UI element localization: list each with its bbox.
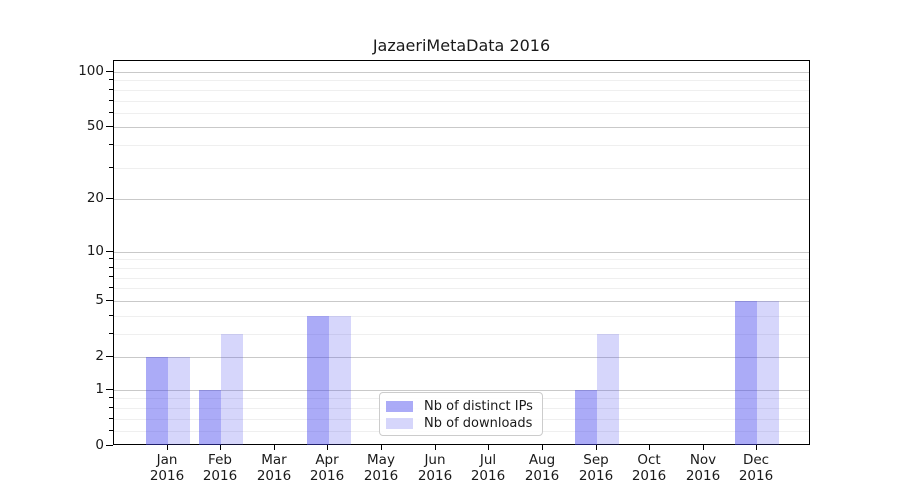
x-tick-label: Aug 2016 [524, 452, 560, 484]
y-tick-mark [106, 445, 113, 446]
x-tick-mark [381, 445, 382, 450]
y-minor-tick-mark [109, 333, 113, 334]
x-tick-label: Jan 2016 [149, 452, 185, 484]
x-tick-mark [220, 445, 221, 450]
x-tick-mark [435, 445, 436, 450]
y-tick-mark [106, 126, 113, 127]
grid-line-major [114, 72, 809, 73]
grid-line-minor [114, 167, 809, 169]
legend-label-downloads: Nb of downloads [424, 415, 533, 431]
x-tick-label: Jun 2016 [417, 452, 453, 484]
legend: Nb of distinct IPs Nb of downloads [379, 392, 543, 436]
y-tick-mark [106, 356, 113, 357]
y-minor-tick-mark [109, 258, 113, 259]
y-tick-label: 100 [78, 63, 104, 79]
y-tick-mark [106, 198, 113, 199]
grid-line-major [114, 199, 809, 201]
x-tick-mark [596, 445, 597, 450]
grid-line-minor [114, 100, 809, 102]
bar-downloads [757, 300, 780, 445]
x-tick-mark [327, 445, 328, 450]
grid-line-major [114, 251, 809, 253]
x-tick-label: Dec 2016 [738, 452, 774, 484]
legend-swatch-distinct-ips [386, 400, 413, 412]
grid-line-major [114, 357, 809, 358]
bar-distinct-ips [735, 300, 758, 445]
grid-line-major [114, 389, 809, 391]
bar-downloads [167, 357, 190, 445]
y-minor-tick-mark [109, 418, 113, 419]
x-tick-mark [649, 445, 650, 450]
bar-downloads [596, 333, 619, 445]
bar-distinct-ips [199, 389, 222, 445]
y-tick-label: 20 [86, 190, 104, 206]
legend-label-distinct-ips: Nb of distinct IPs [424, 398, 533, 414]
x-tick-label: Mar 2016 [256, 452, 292, 484]
y-minor-tick-mark [109, 430, 113, 431]
y-tick-label: 5 [95, 292, 104, 308]
y-tick-mark [106, 300, 113, 301]
y-minor-tick-mark [109, 267, 113, 268]
grid-line-minor [114, 80, 809, 82]
y-tick-label: 2 [95, 348, 104, 364]
x-tick-mark [488, 445, 489, 450]
y-tick-label: 50 [86, 118, 104, 134]
plot-area [113, 60, 810, 445]
y-tick-mark [106, 389, 113, 390]
legend-row-distinct-ips: Nb of distinct IPs [386, 398, 542, 414]
chart-title: JazaeriMetaData 2016 [372, 36, 551, 55]
x-tick-mark [542, 445, 543, 450]
grid-line-minor [114, 288, 809, 290]
y-minor-tick-mark [109, 112, 113, 113]
grid-line-minor [114, 267, 809, 269]
y-tick-label: 1 [95, 381, 104, 397]
y-minor-tick-mark [109, 276, 113, 277]
grid-line-minor [114, 277, 809, 279]
x-tick-label: Nov 2016 [685, 452, 721, 484]
x-tick-label: Apr 2016 [309, 452, 345, 484]
grid-line-major [114, 127, 809, 129]
y-minor-tick-mark [109, 144, 113, 145]
grid-line-minor [114, 333, 809, 335]
bar-distinct-ips [306, 315, 329, 445]
y-tick-mark [106, 71, 113, 72]
y-minor-tick-mark [109, 315, 113, 316]
bar-downloads [221, 333, 244, 445]
x-tick-label: Jul 2016 [470, 452, 506, 484]
x-tick-label: Oct 2016 [631, 452, 667, 484]
y-tick-label: 10 [86, 243, 104, 259]
x-tick-label: Feb 2016 [202, 452, 238, 484]
y-tick-mark [106, 251, 113, 252]
y-minor-tick-mark [109, 407, 113, 408]
grid-line-minor [114, 112, 809, 114]
y-minor-tick-mark [109, 287, 113, 288]
y-minor-tick-mark [109, 397, 113, 398]
y-minor-tick-mark [109, 89, 113, 90]
legend-swatch-downloads [386, 417, 413, 429]
bar-downloads [328, 315, 351, 445]
x-tick-label: May 2016 [363, 452, 399, 484]
grid-line-minor [114, 315, 809, 317]
x-tick-mark [703, 445, 704, 450]
x-tick-mark [756, 445, 757, 450]
bar-distinct-ips [574, 389, 597, 445]
grid-line-minor [114, 89, 809, 91]
x-tick-mark [274, 445, 275, 450]
y-tick-label: 0 [95, 437, 104, 453]
legend-row-downloads: Nb of downloads [386, 415, 542, 431]
y-minor-tick-mark [109, 100, 113, 101]
grid-line-minor [114, 145, 809, 147]
y-minor-tick-mark [109, 79, 113, 80]
y-minor-tick-mark [109, 167, 113, 168]
x-tick-label: Sep 2016 [578, 452, 614, 484]
x-tick-mark [167, 445, 168, 450]
bar-distinct-ips [145, 357, 168, 445]
grid-line-major [114, 300, 809, 302]
grid-line-minor [114, 259, 809, 261]
